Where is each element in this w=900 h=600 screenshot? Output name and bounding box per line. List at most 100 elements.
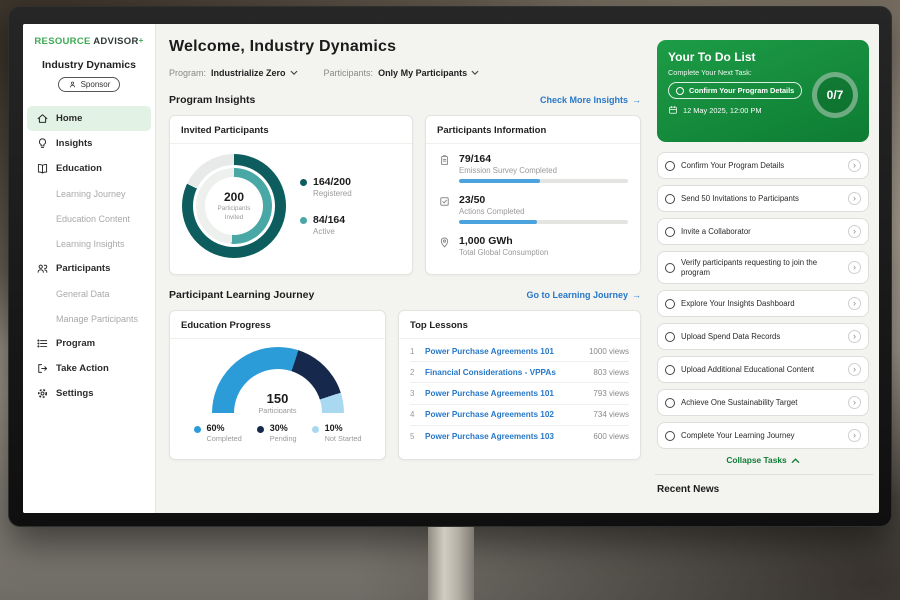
task-label: Complete Your Learning Journey — [681, 431, 795, 441]
program-filter-select[interactable]: Industrialize Zero — [211, 68, 298, 78]
sidebar-item-learning-journey[interactable]: Learning Journey — [23, 181, 155, 206]
lesson-link[interactable]: Power Purchase Agreements 103 — [425, 431, 554, 441]
legend-value: 30% — [269, 423, 288, 433]
chevron-right-icon[interactable]: › — [848, 192, 861, 205]
sponsor-badge[interactable]: Sponsor — [57, 77, 121, 92]
stat-value: 1,000 GWh — [459, 235, 513, 247]
task-checkbox[interactable] — [665, 262, 675, 273]
task-label: Confirm Your Program Details — [681, 160, 785, 170]
task-checkbox[interactable] — [665, 364, 675, 375]
sidebar-item-settings[interactable]: Settings — [23, 381, 155, 406]
recent-news-title: Recent News — [657, 484, 720, 496]
sidebar-item-learning-insights[interactable]: Learning Insights — [23, 231, 155, 256]
participants-filter-value: Only My Participants — [378, 68, 468, 78]
task-checkbox[interactable] — [665, 226, 675, 237]
chevron-down-icon — [290, 70, 297, 75]
sidebar-item-home[interactable]: Home — [27, 106, 151, 131]
program-filter-value: Industrialize Zero — [211, 68, 286, 78]
stat-label: Total Global Consumption — [459, 248, 549, 257]
chevron-right-icon[interactable]: › — [848, 297, 861, 311]
sponsor-icon — [68, 80, 77, 89]
brand-primary: RESOURCE — [34, 36, 91, 47]
go-to-learning-journey-link[interactable]: Go to Learning Journey → — [526, 290, 641, 300]
chevron-right-icon[interactable]: › — [848, 363, 861, 377]
task-checkbox[interactable] — [665, 430, 675, 441]
calendar-icon — [669, 106, 677, 114]
legend-label: Not Started — [324, 434, 362, 443]
insights-card-row: Invited Participants 200 Participants In… — [169, 115, 641, 275]
filter-bar: Program: Industrialize Zero Participants… — [169, 68, 641, 78]
task-row[interactable]: Send 50 Invitations to Participants › — [657, 185, 869, 212]
sidebar-item-education-content[interactable]: Education Content — [23, 206, 155, 231]
legend-entry: 164/200 Registered — [300, 176, 352, 198]
task-row[interactable]: Upload Spend Data Records › — [657, 323, 869, 351]
task-row[interactable]: Confirm Your Program Details › — [657, 152, 869, 179]
sidebar-item-take-action[interactable]: Take Action — [23, 356, 155, 381]
todo-progress-value: 0/7 — [826, 88, 844, 102]
task-checkbox[interactable] — [665, 193, 675, 204]
task-checkbox[interactable] — [665, 160, 675, 171]
chevron-right-icon[interactable]: › — [848, 261, 861, 275]
task-row[interactable]: Upload Additional Educational Content › — [657, 356, 869, 384]
legend-value: 164/200 — [313, 176, 351, 188]
task-checkbox[interactable] — [665, 298, 675, 309]
education-progress-card: Education Progress 150 Participants — [169, 310, 386, 460]
task-row[interactable]: Complete Your Learning Journey › — [657, 422, 869, 450]
sidebar-item-label: Learning Journey — [56, 188, 126, 199]
active-dot — [300, 217, 307, 224]
sidebar-item-label: Settings — [56, 388, 94, 399]
task-row[interactable]: Explore Your Insights Dashboard › — [657, 290, 869, 318]
chevron-right-icon[interactable]: › — [848, 429, 861, 443]
lesson-views: 600 views — [593, 431, 629, 441]
check-more-insights-link[interactable]: Check More Insights → — [540, 95, 641, 105]
survey-icon — [438, 154, 451, 167]
chevron-right-icon[interactable]: › — [848, 396, 861, 410]
task-checkbox[interactable] — [665, 397, 675, 408]
lesson-row: 1 Power Purchase Agreements 101 1000 vie… — [410, 341, 629, 363]
lesson-views: 1000 views — [588, 346, 629, 356]
card-title: Top Lessons — [399, 311, 640, 339]
chevron-right-icon[interactable]: › — [848, 330, 861, 344]
sidebar-nav: Home Insights Education Learning Journey — [23, 106, 155, 406]
actions-icon — [438, 195, 451, 208]
sidebar-item-general-data[interactable]: General Data — [23, 281, 155, 306]
sidebar-item-participants[interactable]: Participants — [23, 256, 155, 281]
task-row[interactable]: Verify participants requesting to join t… — [657, 251, 869, 285]
sidebar-item-program[interactable]: Program — [23, 331, 155, 356]
invited-participants-card: Invited Participants 200 Participants In… — [169, 115, 413, 275]
next-task-pill[interactable]: Confirm Your Program Details — [668, 82, 803, 99]
participants-filter-select[interactable]: Only My Participants — [378, 68, 479, 78]
chevron-right-icon[interactable]: › — [848, 159, 861, 172]
lesson-link[interactable]: Financial Considerations - VPPAs — [425, 367, 556, 377]
lesson-link[interactable]: Power Purchase Agreements 101 — [425, 388, 554, 398]
task-row[interactable]: Invite a Collaborator › — [657, 218, 869, 245]
sidebar: RESOURCE ADVISOR+ Industry Dynamics Spon… — [23, 24, 156, 513]
donut-center-label: Participants Invited — [217, 205, 251, 221]
lesson-link[interactable]: Power Purchase Agreements 102 — [425, 410, 554, 420]
gauge-legend: 60% Completed 30% Pending — [193, 423, 362, 443]
sidebar-item-label: Insights — [56, 138, 93, 149]
home-icon — [36, 112, 49, 125]
education-gauge: 150 Participants — [211, 347, 344, 413]
education-icon — [36, 162, 49, 175]
sidebar-item-insights[interactable]: Insights — [23, 131, 155, 156]
task-row[interactable]: Achieve One Sustainability Target › — [657, 389, 869, 417]
participants-filter: Participants: Only My Participants — [324, 68, 480, 78]
sidebar-item-manage-participants[interactable]: Manage Participants — [23, 306, 155, 331]
card-title: Invited Participants — [170, 116, 412, 144]
sidebar-item-education[interactable]: Education — [23, 156, 155, 181]
chevron-right-icon[interactable]: › — [848, 225, 861, 238]
task-checkbox[interactable] — [665, 331, 675, 342]
lesson-link[interactable]: Power Purchase Agreements 101 — [425, 346, 554, 356]
lesson-rank: 1 — [410, 346, 415, 356]
monitor-frame: RESOURCE ADVISOR+ Industry Dynamics Spon… — [8, 6, 892, 527]
legend-entry: 84/164 Active — [300, 214, 352, 236]
task-list: Confirm Your Program Details › Send 50 I… — [657, 152, 869, 450]
donut-center-value: 200 — [223, 190, 245, 205]
collapse-tasks-link[interactable]: Collapse Tasks — [657, 455, 869, 465]
legend-entry: 60% Completed — [193, 423, 242, 443]
task-label: Invite a Collaborator — [681, 226, 751, 236]
registered-dot — [300, 179, 307, 186]
legend-label: Active — [313, 227, 335, 236]
